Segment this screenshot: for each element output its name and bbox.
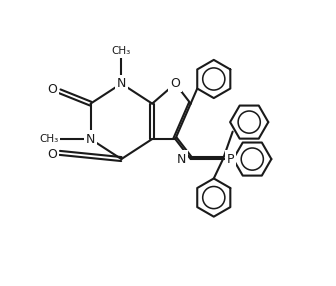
Text: N: N [117,77,126,90]
Text: P: P [227,152,234,166]
Text: N: N [177,152,186,166]
Text: CH₃: CH₃ [39,134,58,144]
Text: N: N [86,132,95,146]
Text: O: O [47,83,57,96]
Text: O: O [170,77,180,90]
Text: CH₃: CH₃ [112,46,131,56]
Text: O: O [47,148,57,161]
